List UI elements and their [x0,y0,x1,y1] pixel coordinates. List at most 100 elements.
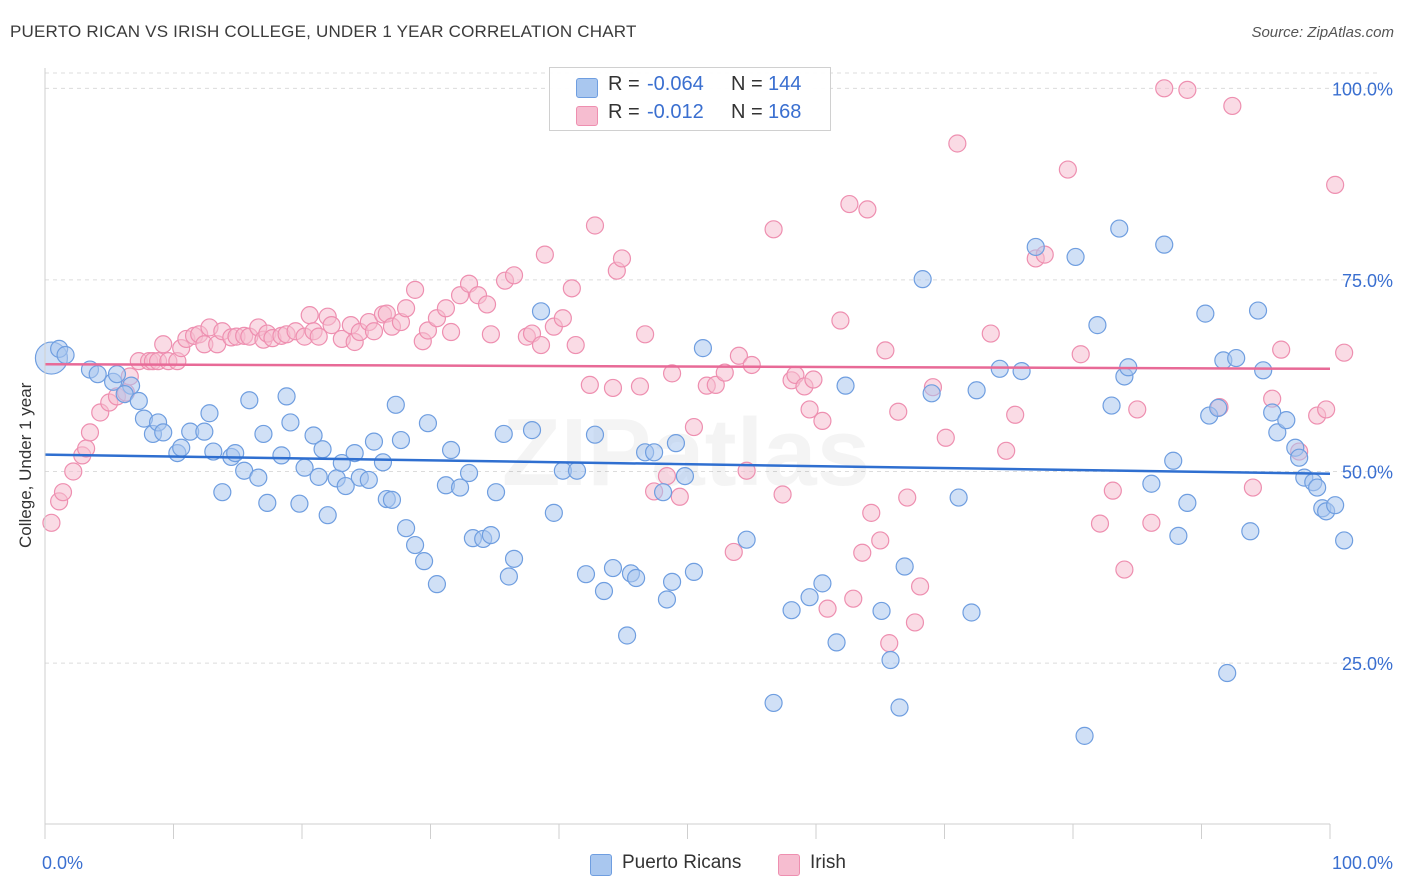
irish-point [535,245,554,264]
n-label: N = [731,73,763,95]
puerto-rican-point [890,698,909,717]
puerto-rican-point [836,376,855,395]
x-tick-label: 0.0% [42,853,83,873]
irish-point [635,325,655,344]
legend-swatch-blue [590,854,612,876]
puerto-rican-point [603,558,623,578]
irish-point [889,402,908,421]
irish-point [840,194,859,214]
irish-point [876,341,895,360]
puerto-rican-trend-line [44,453,1331,476]
puerto-rican-point [309,467,328,486]
axes [44,68,1331,839]
puerto-rican-point [567,461,587,480]
puerto-rican-point [1102,396,1121,415]
puerto-rican-point [258,493,277,513]
puerto-rican-point [653,483,673,502]
irish-point [773,485,792,504]
legend-label: Irish [810,852,846,873]
puerto-rican-point [1026,237,1045,257]
puerto-rican-point [576,565,596,584]
r-value: -0.012 [647,101,704,123]
puerto-rican-point [200,404,219,423]
puerto-rican-point [693,339,713,358]
chart-title: PUERTO RICAN VS IRISH COLLEGE, UNDER 1 Y… [10,22,637,41]
puerto-rican-point [618,626,637,645]
puerto-rican-point [364,432,384,451]
puerto-rican-point [1196,304,1215,323]
irish-point [764,220,783,239]
puerto-rican-point [459,463,479,483]
puerto-rican-point [764,693,783,713]
puerto-rican-point [418,414,438,433]
irish-point [910,577,930,596]
puerto-rican-point [345,443,364,463]
puerto-rican-point [657,590,677,609]
puerto-rican-point [386,395,405,414]
y-tick-label: 25.0% [1342,654,1393,674]
irish-point [1142,513,1161,532]
puerto-rican-point [318,506,337,525]
irish-point [322,316,341,335]
puerto-rican-point [813,574,832,593]
y-tick-label: 75.0% [1342,271,1393,291]
irish-point [396,299,416,318]
irish-points [42,79,1354,653]
irish-point [684,417,704,437]
puerto-rican-point [494,424,513,444]
n-value: 144 [768,73,802,95]
puerto-rican-point [226,443,245,463]
irish-point [871,531,890,550]
puerto-rican-point [290,494,309,513]
irish-point [612,249,632,268]
irish-point [729,346,749,365]
tick-labels: 25.0% 50.0% 75.0% 100.0% 0.0% 100.0% [42,79,1393,873]
irish-point [364,322,384,341]
puerto-rican-point [359,470,378,490]
puerto-rican-point [1268,423,1287,442]
puerto-rican-point [240,391,259,410]
puerto-rican-point [405,535,425,555]
irish-point [1115,560,1134,579]
irish-point [441,322,461,342]
puerto-rican-point [1142,474,1161,493]
r-label: R = [608,101,640,123]
pink-swatch [576,106,598,126]
irish-point [1071,345,1090,364]
puerto-rican-point [1248,301,1268,320]
puerto-rican-point [872,601,891,621]
irish-point [585,216,605,235]
irish-point [844,589,863,608]
irish-point [804,370,823,389]
puerto-rican-point [913,270,932,289]
irish-point [1090,514,1110,533]
irish-point [981,324,1000,343]
puerto-rican-point [414,552,434,571]
puerto-rican-point [881,650,900,670]
puerto-rican-point [967,381,986,400]
irish-point [948,134,967,153]
irish-point [504,266,524,285]
irish-point [553,309,572,328]
irish-point [997,441,1016,460]
puerto-rican-point [1178,493,1197,513]
puerto-rican-point [666,434,686,453]
puerto-rican-point [56,345,75,365]
irish-point [1006,405,1025,424]
irish-point [53,483,73,502]
puerto-rican-point [1227,348,1246,368]
puerto-rican-point [129,391,148,411]
puerto-rican-point [1075,726,1094,745]
irish-point [800,400,819,419]
puerto-rican-point [107,365,127,384]
puerto-rican-point [277,387,296,406]
puerto-rican-point [922,384,941,403]
puerto-rican-point [800,588,819,607]
puerto-rican-point [272,446,291,465]
correlation-box: R = -0.064 N = 144 R = -0.012 N = 168 [549,67,831,131]
puerto-rican-point [949,488,968,507]
irish-point [42,513,61,532]
irish-point [580,375,599,394]
irish-point [818,599,837,618]
puerto-rican-point [1277,411,1296,430]
